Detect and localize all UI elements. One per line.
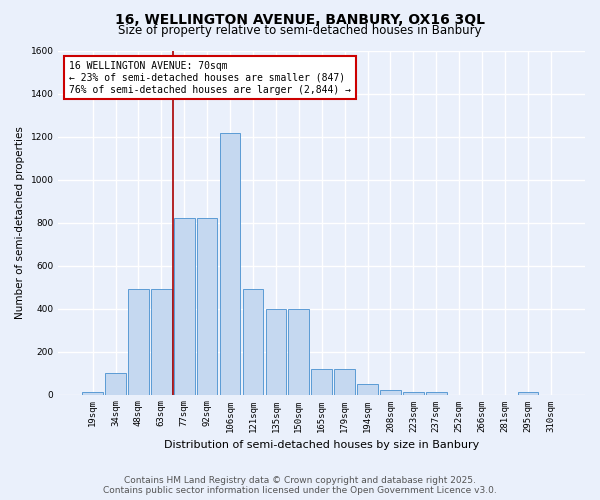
Bar (197, 218, 217, 394)
Bar (242, 290, 263, 395)
Bar (105, 373, 126, 394)
Bar (311, 369, 332, 394)
Bar (220, 132, 241, 394)
Text: Size of property relative to semi-detached houses in Banbury: Size of property relative to semi-detach… (118, 24, 482, 37)
Bar (151, 290, 172, 395)
Bar (380, 390, 401, 394)
Bar (518, 392, 538, 394)
Bar (174, 218, 194, 394)
Bar (128, 290, 149, 395)
Bar (403, 392, 424, 394)
Text: 16 WELLINGTON AVENUE: 70sqm
← 23% of semi-detached houses are smaller (847)
76% : 16 WELLINGTON AVENUE: 70sqm ← 23% of sem… (69, 62, 351, 94)
Bar (334, 369, 355, 394)
X-axis label: Distribution of semi-detached houses by size in Banbury: Distribution of semi-detached houses by … (164, 440, 479, 450)
Bar (426, 392, 446, 394)
Text: 16, WELLINGTON AVENUE, BANBURY, OX16 3QL: 16, WELLINGTON AVENUE, BANBURY, OX16 3QL (115, 12, 485, 26)
Y-axis label: Number of semi-detached properties: Number of semi-detached properties (15, 126, 25, 319)
Bar (357, 384, 378, 394)
Bar (266, 308, 286, 394)
Bar (82, 392, 103, 394)
Text: Contains HM Land Registry data © Crown copyright and database right 2025.
Contai: Contains HM Land Registry data © Crown c… (103, 476, 497, 495)
Bar (289, 308, 309, 394)
